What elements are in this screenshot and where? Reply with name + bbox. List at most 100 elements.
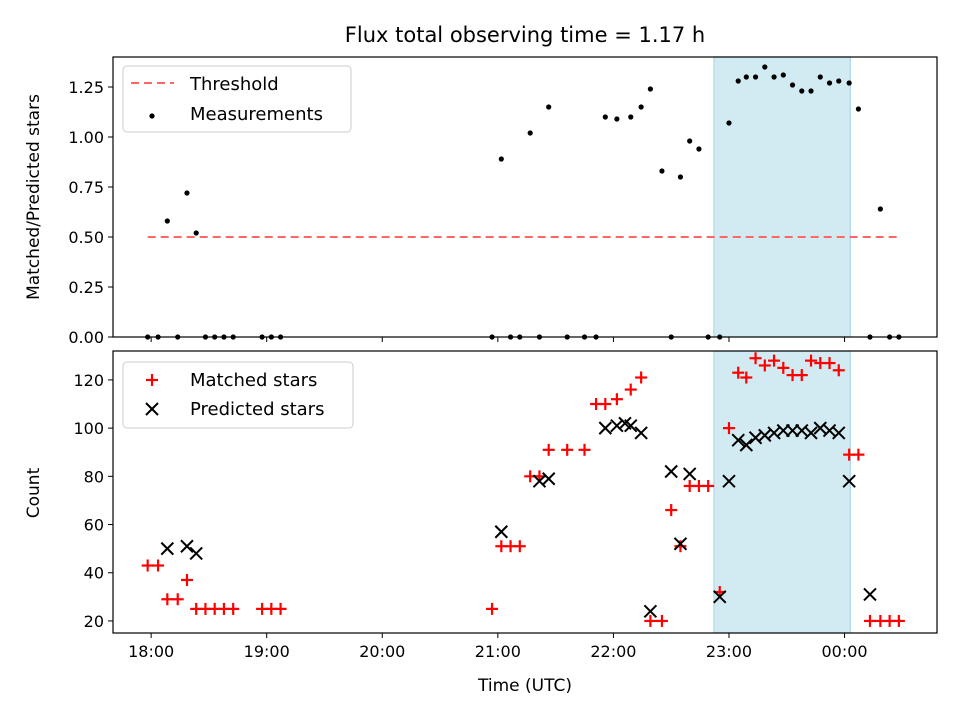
bottom-y-tick-label: 60 — [84, 516, 104, 535]
top-axes-frame — [112, 56, 938, 338]
measurement-point — [614, 116, 620, 122]
measurement-point — [808, 88, 814, 94]
measurement-point — [826, 80, 833, 86]
matched-star-point — [795, 369, 808, 382]
legend-measurements-swatch — [149, 113, 155, 119]
x-tick-label: 23:00 — [706, 642, 752, 661]
top-legend-box — [122, 65, 352, 133]
matched-star-point — [635, 371, 648, 384]
matched-star-point — [141, 559, 154, 572]
top-y-axis-title: Matched/Predicted stars — [24, 94, 44, 300]
bottom-legend: Matched stars Predicted stars — [122, 361, 354, 429]
measurement-point — [817, 74, 823, 80]
x-tick-label: 19:00 — [244, 642, 290, 661]
predicted-star-point — [610, 419, 624, 433]
matched-star-point — [161, 593, 174, 606]
measurement-point — [527, 130, 533, 136]
observing-window-span — [713, 350, 851, 634]
measurement-point — [771, 74, 777, 80]
measurement-point — [836, 78, 842, 84]
matched-star-point — [892, 614, 905, 627]
top-y-tick-label: 0.75 — [68, 178, 104, 197]
predicted-star-point — [634, 426, 648, 440]
matched-star-point — [768, 354, 781, 367]
predicted-star-point — [739, 438, 754, 452]
top-y-tick-label: 0.25 — [68, 278, 104, 297]
measurement-point — [647, 86, 653, 92]
matched-star-point — [599, 398, 612, 411]
measurement-point — [687, 138, 693, 144]
measurement-point — [799, 88, 805, 94]
matched-star-point — [823, 357, 836, 370]
measurement-point — [752, 74, 759, 80]
predicted-star-point — [804, 426, 818, 440]
bottom-y-tick-label: 40 — [84, 564, 104, 583]
matched-star-point — [227, 602, 240, 615]
legend-predicted-label: Predicted stars — [190, 399, 324, 420]
x-tick-label: 20:00 — [359, 642, 405, 661]
measurement-point — [638, 104, 644, 110]
x-axis-title: Time (UTC) — [477, 676, 572, 696]
top-y-tick-label: 1.00 — [68, 128, 104, 147]
legend-predicted-swatch — [145, 402, 159, 416]
count-points — [141, 352, 905, 627]
matched-star-point — [732, 366, 745, 379]
top-legend: Threshold Measurements — [122, 65, 352, 133]
matched-star-point — [644, 614, 657, 627]
bottom-highlight-span — [713, 350, 851, 634]
matched-star-point — [578, 443, 591, 456]
top-y-tick-label: 0.50 — [68, 228, 104, 247]
x-tick-label: 22:00 — [590, 642, 636, 661]
measurement-point — [877, 206, 883, 212]
top-axis-ticks: 0.00 0.25 0.50 0.75 1.00 1.25 — [68, 78, 846, 347]
predicted-star-point — [160, 541, 175, 556]
predicted-star-point — [682, 467, 697, 481]
matched-star-point — [610, 393, 623, 406]
top-y-tick-label: 0.00 — [68, 328, 104, 347]
predicted-star-point — [494, 525, 509, 539]
bottom-y-tick-label: 20 — [84, 612, 104, 631]
matched-star-point — [852, 448, 865, 461]
matched-star-point — [624, 383, 637, 396]
matched-star-point — [832, 364, 845, 377]
measurement-point — [546, 104, 552, 110]
legend-measurements-label: Measurements — [190, 104, 323, 125]
chart-title: Flux total observing time = 1.17 h — [345, 23, 705, 47]
x-tick-label: 00:00 — [821, 642, 867, 661]
matched-star-point — [805, 354, 818, 367]
measurement-point — [184, 190, 190, 196]
predicted-star-point — [598, 421, 613, 435]
matched-star-point — [561, 443, 574, 456]
measurement-point — [696, 146, 702, 152]
top-panel: 0.00 0.25 0.50 0.75 1.00 1.25 Matched/Predict… — [24, 56, 938, 347]
predicted-star-point — [643, 604, 658, 619]
predicted-star-point — [832, 426, 846, 440]
legend-matched-swatch — [146, 374, 158, 386]
matched-star-point — [758, 359, 771, 372]
bottom-axis-ticks: 18:00 19:00 20:00 21:00 22:00 23:00 00:00 20 40 6… — [73, 371, 867, 661]
measurement-point — [628, 114, 634, 120]
bottom-panel: 18:00 19:00 20:00 21:00 22:00 23:00 00:00 20 40 6… — [24, 350, 938, 696]
bottom-axes-frame — [112, 350, 938, 634]
predicted-star-point — [180, 539, 194, 553]
matched-star-point — [655, 614, 668, 627]
measurement-point — [855, 106, 862, 112]
matched-star-point — [749, 352, 762, 365]
matched-star-point — [152, 559, 165, 572]
measurement-point — [743, 74, 749, 80]
measurement-point — [789, 82, 796, 88]
matched-star-point — [542, 443, 555, 456]
measurement-point — [659, 168, 665, 174]
bottom-y-tick-label: 100 — [73, 419, 104, 438]
matched-star-point — [180, 573, 193, 586]
predicted-star-point — [713, 590, 727, 604]
bottom-y-axis-title: Count — [24, 467, 44, 518]
x-tick-label: 18:00 — [128, 642, 174, 661]
matched-star-point — [674, 540, 687, 553]
measurement-point — [780, 72, 786, 78]
top-highlight-span — [713, 56, 851, 338]
matched-star-point — [486, 602, 499, 615]
predicted-star-point — [673, 537, 688, 551]
x-tick-label: 21:00 — [475, 642, 521, 661]
